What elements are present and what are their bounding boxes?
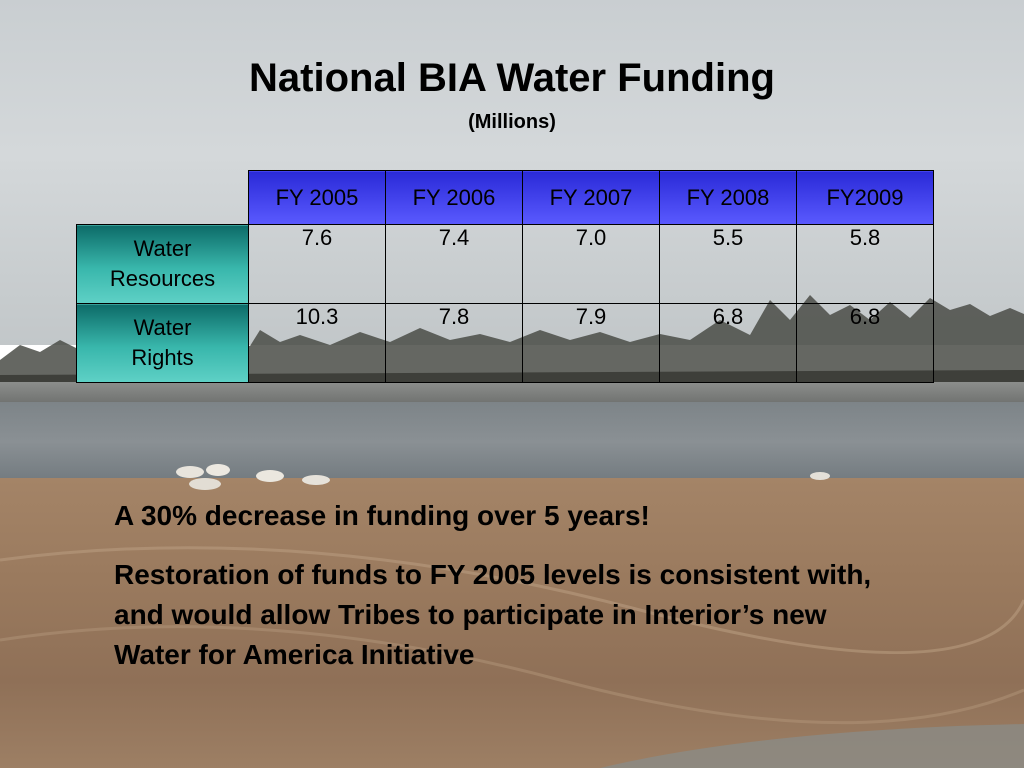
table-corner-cell <box>77 171 249 225</box>
funding-decrease-statement: A 30% decrease in funding over 5 years! <box>114 500 650 531</box>
row-header-line: Rights <box>131 345 194 370</box>
row-header: Water Resources <box>76 224 249 304</box>
funding-table: FY 2005 FY 2006 FY 2007 FY 2008 FY2009 W… <box>76 170 934 383</box>
column-header: FY 2007 <box>522 170 660 225</box>
table-row: Water Rights 10.3 7.8 7.9 6.8 6.8 <box>76 303 934 383</box>
table-cell: 6.8 <box>796 303 934 383</box>
table-cell: 5.5 <box>659 224 797 304</box>
restoration-statement: Restoration of funds to FY 2005 levels i… <box>114 559 872 670</box>
row-header: Water Rights <box>76 303 249 383</box>
embankment <box>0 382 1024 404</box>
row-header-line: Resources <box>109 266 216 291</box>
column-header: FY 2008 <box>659 170 797 225</box>
table-cell: 7.8 <box>385 303 523 383</box>
table-cell: 7.4 <box>385 224 523 304</box>
water-surface <box>0 402 1024 482</box>
column-header: FY 2005 <box>248 170 386 225</box>
column-header: FY 2006 <box>385 170 523 225</box>
column-header: FY2009 <box>796 170 934 225</box>
slide-title: National BIA Water Funding <box>249 56 775 100</box>
table-row: Water Resources 7.6 7.4 7.0 5.5 5.8 <box>76 224 934 304</box>
table-cell: 6.8 <box>659 303 797 383</box>
slide-subtitle: (Millions) <box>468 111 556 133</box>
table-cell: 7.0 <box>522 224 660 304</box>
sandy-ground <box>0 478 1024 768</box>
table-cell: 10.3 <box>248 303 386 383</box>
row-header-line: Water <box>133 315 192 340</box>
table-cell: 7.9 <box>522 303 660 383</box>
table-cell: 7.6 <box>248 224 386 304</box>
table-cell: 5.8 <box>796 224 934 304</box>
table-header-row: FY 2005 FY 2006 FY 2007 FY 2008 FY2009 <box>77 170 934 225</box>
row-header-line: Water <box>133 236 192 261</box>
